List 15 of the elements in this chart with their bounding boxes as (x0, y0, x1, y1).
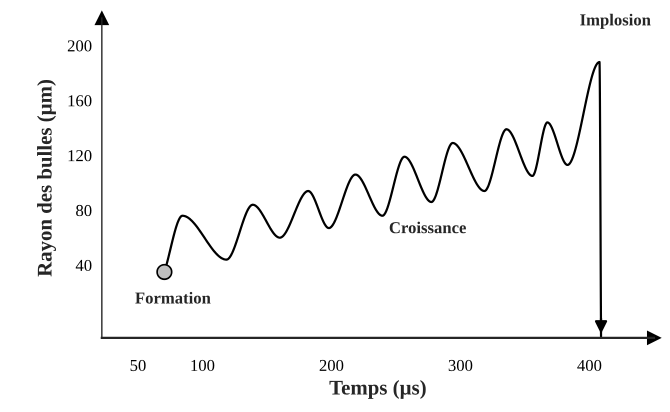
annotation: Croissance (390, 222, 466, 234)
x-axis-title: Temps (µs) (329, 380, 426, 399)
y-tick-label: 40 (76, 260, 92, 272)
annotation: Formation (135, 292, 211, 304)
x-tick-label: 200 (320, 360, 344, 372)
x-tick-label: 50 (130, 360, 146, 372)
x-tick-label: 100 (191, 360, 214, 372)
annotation: Implosion (580, 14, 651, 29)
x-tick-label: 300 (448, 360, 472, 372)
y-tick-label: 160 (68, 95, 92, 106)
y-tick-label: 120 (68, 150, 92, 162)
y-tick-label: 80 (76, 204, 92, 216)
x-tick-label: 400 (577, 360, 602, 372)
y-tick-label: 200 (68, 40, 92, 52)
y-axis-title: Rayon des bulles (µm) (37, 80, 56, 277)
